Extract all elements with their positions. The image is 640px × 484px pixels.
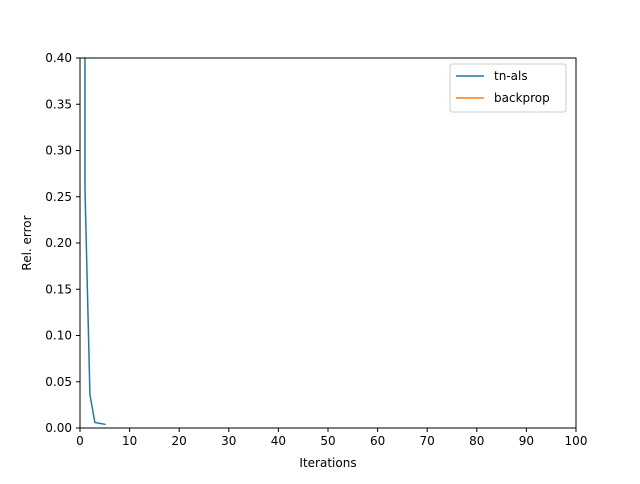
legend: tn-als backprop <box>449 63 567 113</box>
y-tick-label: 0.40 <box>45 51 72 65</box>
x-tick-label: 40 <box>271 434 286 448</box>
y-axis-ticks: 0.00 0.05 0.10 0.15 0.20 0.25 0.30 0.35 0.40 <box>45 51 80 435</box>
y-tick-label: 0.35 <box>45 97 72 111</box>
x-tick-label: 0 <box>76 434 84 448</box>
x-axis-label: Iterations <box>299 456 356 470</box>
y-tick-label: 0.10 <box>45 329 72 343</box>
x-tick-label: 70 <box>420 434 435 448</box>
y-tick-label: 0.30 <box>45 144 72 158</box>
x-axis-ticks: 0 10 20 30 40 50 60 70 80 90 100 <box>76 428 587 448</box>
y-tick-label: 0.00 <box>45 421 72 435</box>
x-tick-label: 30 <box>221 434 236 448</box>
y-tick-label: 0.05 <box>45 375 72 389</box>
x-tick-label: 100 <box>565 434 588 448</box>
y-tick-label: 0.15 <box>45 282 72 296</box>
plot-area <box>84 57 106 426</box>
series-line-tn-als <box>84 57 106 426</box>
x-tick-label: 60 <box>370 434 385 448</box>
x-tick-label: 50 <box>320 434 335 448</box>
x-tick-label: 10 <box>122 434 137 448</box>
legend-label: tn-als <box>494 69 528 83</box>
x-tick-label: 80 <box>469 434 484 448</box>
y-tick-label: 0.25 <box>45 190 72 204</box>
y-tick-label: 0.20 <box>45 236 72 250</box>
x-tick-label: 90 <box>519 434 534 448</box>
x-tick-label: 20 <box>172 434 187 448</box>
legend-label: backprop <box>494 91 550 105</box>
y-axis-label: Rel. error <box>20 215 34 270</box>
